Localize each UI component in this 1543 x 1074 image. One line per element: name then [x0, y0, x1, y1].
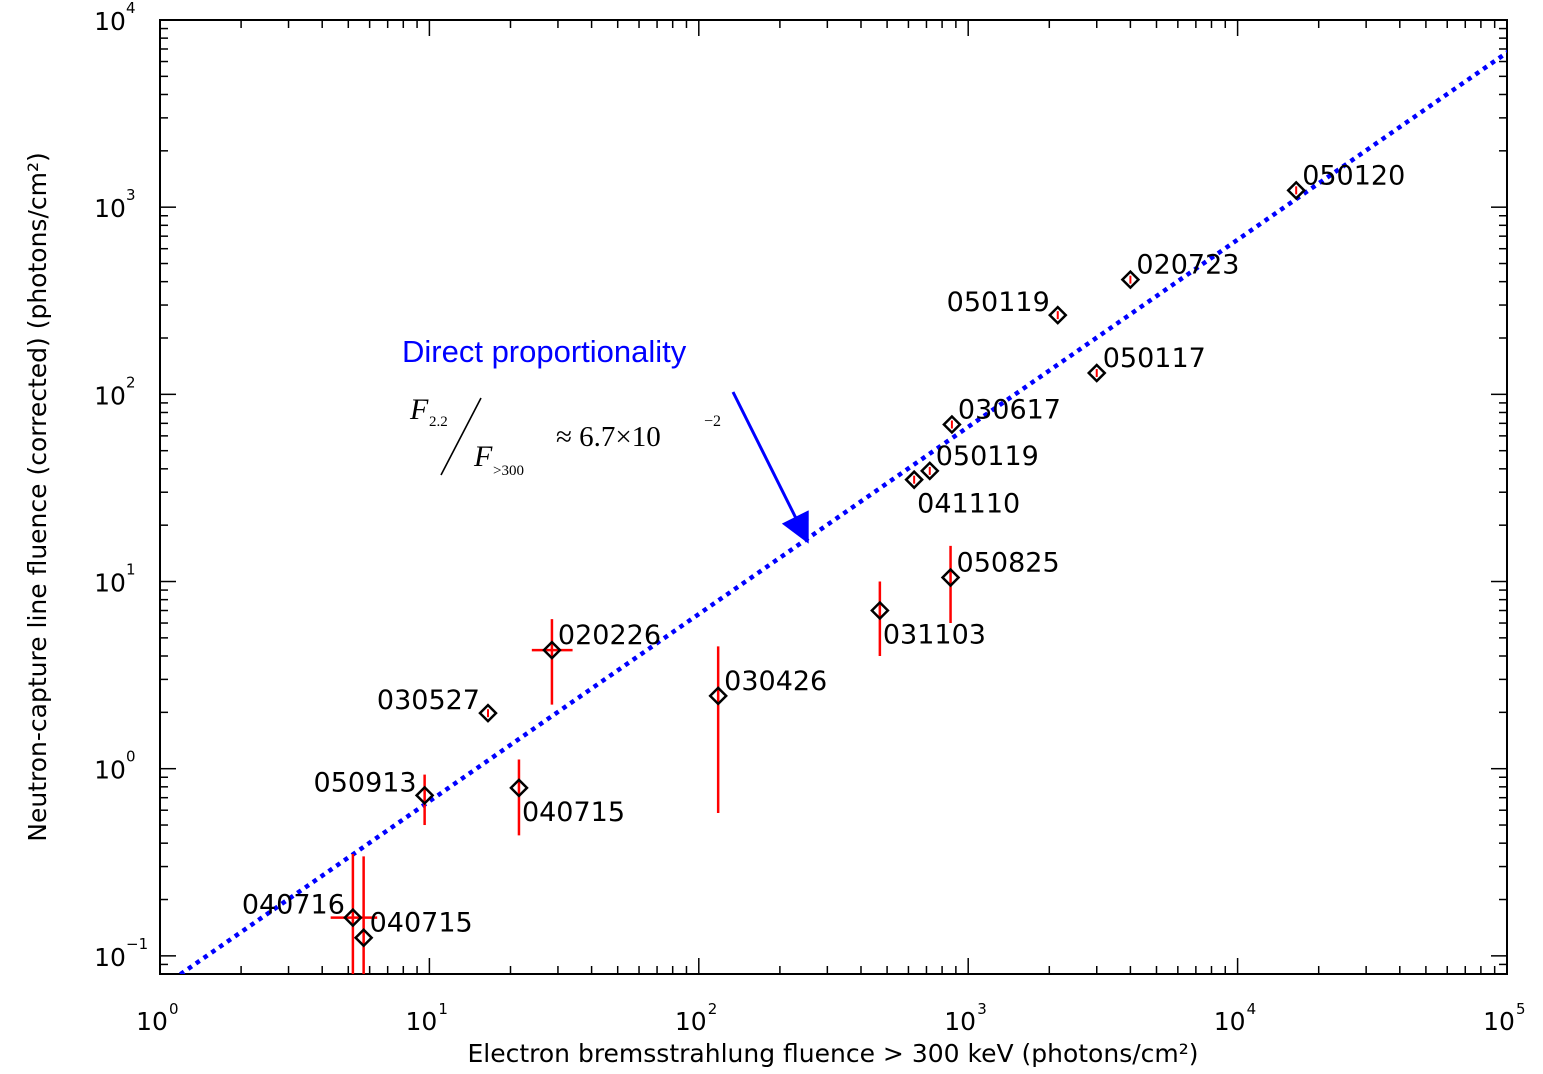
diamond-marker: [414, 785, 435, 806]
axis-ticks: [159, 19, 1508, 975]
y-tick-exponent: 2: [126, 373, 136, 391]
diamond-marker: [343, 907, 363, 928]
x-tick-exponent: 1: [438, 1000, 448, 1018]
annotation-arrow: [731, 391, 809, 544]
formula-numerator: F: [409, 393, 429, 426]
formula-exponent: −2: [704, 413, 721, 430]
diamond-marker: [1286, 180, 1306, 201]
y-tick-label: 10: [94, 943, 126, 972]
data-point: 050119: [947, 287, 1068, 325]
point-label: 040715: [370, 908, 473, 939]
y-tick-exponent: −1: [126, 935, 148, 953]
formula-denominator-sub: >300: [493, 463, 524, 479]
x-tick-exponent: 5: [1516, 1000, 1526, 1018]
formula-denominator: F: [473, 440, 493, 473]
y-tick-label: 10: [94, 194, 126, 223]
x-tick-exponent: 2: [708, 1000, 718, 1018]
diamond-marker: [942, 414, 962, 435]
point-label: 050119: [947, 287, 1050, 318]
diamond-marker: [509, 778, 529, 798]
data-point: 030617: [942, 395, 1061, 435]
data-point: 050913: [314, 767, 435, 826]
y-tick-exponent: 1: [126, 561, 136, 579]
data-point: 041110: [904, 469, 1020, 520]
point-label: 030527: [377, 685, 480, 716]
data-point: 050117: [1086, 343, 1206, 383]
data-point: 020723: [1120, 250, 1239, 290]
y-tick-exponent: 0: [126, 748, 136, 766]
y-tick-label: 10: [94, 7, 126, 36]
point-label: 020723: [1136, 250, 1239, 281]
data-point: 050119: [919, 441, 1039, 481]
point-label: 030617: [958, 395, 1061, 426]
plot-frame: [159, 19, 1508, 975]
diamond-marker: [1047, 305, 1068, 325]
y-tick-label: 10: [94, 756, 126, 785]
proportionality-line: [176, 49, 1507, 974]
data-point: 040715: [509, 759, 625, 836]
x-tick-label: 10: [1483, 1007, 1515, 1036]
point-label: 050120: [1302, 160, 1405, 191]
ratio-formula: F 2.2 F >300 ≈ 6.7×10 −2: [409, 393, 721, 479]
diamond-marker: [353, 927, 374, 948]
formula-slash: [440, 397, 482, 476]
data-point: 031103: [870, 581, 986, 656]
diamond-marker: [940, 567, 961, 588]
point-label: 040716: [242, 890, 345, 921]
annotation-text: Direct proportionality: [402, 334, 687, 369]
data-point: 040716: [242, 854, 378, 974]
data-point: 020226: [531, 619, 661, 705]
point-label: 040715: [522, 797, 625, 828]
y-tick-exponent: 4: [126, 0, 136, 17]
point-label: 041110: [917, 489, 1020, 520]
y-axis-label: Neutron-capture line fluence (corrected)…: [23, 152, 52, 841]
formula-numerator-sub: 2.2: [429, 414, 448, 430]
point-label: 031103: [883, 620, 986, 651]
y-tick-exponent: 3: [126, 186, 136, 204]
x-tick-label: 10: [405, 1007, 437, 1036]
x-axis-label: Electron bremsstrahlung fluence > 300 ke…: [467, 1039, 1198, 1068]
data-points: 050120 020723 050119 050117 030617 050119 0411…: [242, 160, 1405, 974]
x-tick-label: 10: [944, 1007, 976, 1036]
point-label: 020226: [558, 620, 661, 651]
x-tick-label: 10: [136, 1007, 168, 1036]
data-point: 050120: [1286, 160, 1405, 201]
diamond-marker: [904, 469, 924, 490]
y-tick-label: 10: [94, 381, 126, 410]
diamond-marker: [478, 703, 498, 723]
x-tick-exponent: 4: [1247, 1000, 1257, 1018]
data-point: 050825: [940, 545, 1060, 624]
x-tick-labels: 10 0 10 1 10 2 10 3 10 4 10 5: [136, 1000, 1525, 1036]
diamond-marker: [708, 686, 728, 706]
diamond-marker: [870, 600, 890, 621]
diamond-marker: [1086, 363, 1107, 383]
x-tick-exponent: 3: [977, 1000, 987, 1018]
point-label: 050825: [957, 548, 1060, 579]
data-point: 030527: [377, 685, 498, 723]
formula-value: ≈ 6.7×10: [556, 421, 661, 453]
diamond-marker: [542, 640, 562, 660]
x-tick-label: 10: [1214, 1007, 1246, 1036]
data-point: 040715: [353, 856, 473, 974]
point-label: 030426: [724, 666, 827, 697]
y-tick-label: 10: [94, 569, 126, 598]
point-label: 050117: [1103, 343, 1206, 374]
point-label: 050119: [936, 441, 1039, 472]
diamond-marker: [1120, 269, 1141, 290]
x-tick-label: 10: [675, 1007, 707, 1036]
diamond-marker: [919, 461, 940, 481]
x-tick-exponent: 0: [169, 1000, 179, 1018]
data-point: 030426: [708, 646, 827, 813]
point-label: 050913: [314, 767, 417, 798]
